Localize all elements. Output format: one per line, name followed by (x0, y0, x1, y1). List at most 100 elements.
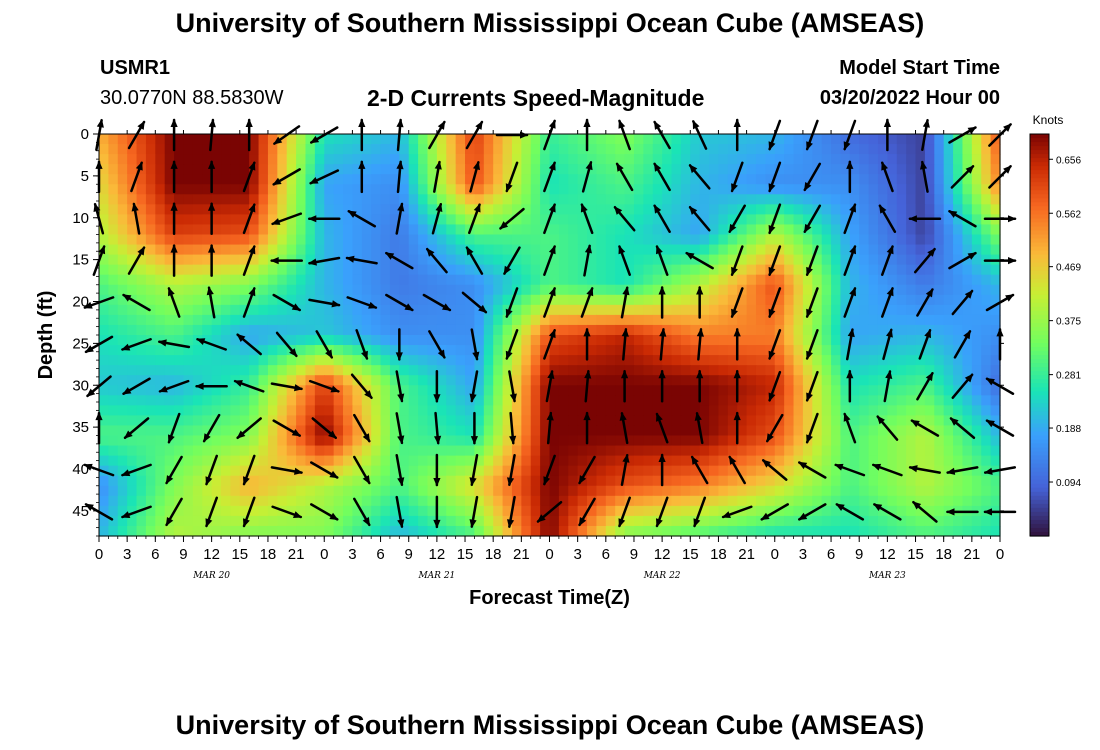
heatmap-cell (502, 274, 513, 286)
heatmap-cell (615, 395, 626, 406)
heatmap-cell (755, 395, 766, 406)
heatmap-cell (549, 475, 560, 487)
heatmap-cell (793, 144, 804, 155)
heatmap-cell (831, 475, 842, 487)
heatmap-cell (943, 194, 954, 205)
heatmap-cell (389, 425, 400, 437)
heatmap-cell (924, 335, 935, 346)
colorbar-swatch (1030, 351, 1049, 356)
heatmap-cell (755, 445, 766, 457)
heatmap-cell (436, 365, 447, 376)
heatmap-cell (493, 244, 504, 256)
heatmap-cell (249, 294, 260, 306)
heatmap-cell (483, 435, 494, 447)
heatmap-cell (840, 515, 851, 527)
heatmap-cell (117, 184, 128, 195)
heatmap-cell (465, 485, 476, 497)
heatmap-cell (155, 395, 166, 406)
heatmap-cell (389, 345, 400, 356)
heatmap-cell (587, 254, 598, 266)
heatmap-cell (662, 314, 673, 326)
heatmap-cell (877, 134, 888, 145)
heatmap-cell (943, 154, 954, 165)
heatmap-cell (877, 304, 888, 316)
heatmap-cell (596, 324, 607, 336)
heatmap-cell (249, 224, 260, 236)
colorbar-swatch (1030, 150, 1049, 155)
colorbar-swatch (1030, 519, 1049, 525)
heatmap-cell (709, 445, 720, 457)
heatmap-cell (305, 304, 316, 316)
heatmap-cell (615, 355, 626, 366)
heatmap-cell (202, 294, 213, 306)
heatmap-cell (371, 375, 382, 386)
colorbar-swatch (1030, 190, 1049, 195)
heatmap-cell (249, 134, 260, 145)
heatmap-cell (568, 134, 579, 145)
heatmap-cell (774, 314, 785, 326)
heatmap-cell (99, 455, 109, 467)
heatmap-cell (821, 284, 832, 296)
current-arrow (805, 287, 819, 318)
heatmap-cell (737, 314, 748, 326)
heatmap-cell (718, 465, 729, 477)
heatmap-cell (155, 345, 166, 356)
heatmap-cell (699, 304, 710, 316)
heatmap-cell (943, 164, 954, 175)
heatmap-cell (868, 224, 879, 236)
heatmap-cell (361, 525, 372, 537)
colorbar-swatch (1030, 507, 1049, 513)
heatmap-cell (455, 244, 466, 256)
heatmap-cell (831, 395, 842, 406)
heatmap-cell (587, 324, 598, 336)
heatmap-cell (371, 314, 382, 326)
colorbar-swatch (1030, 495, 1049, 501)
heatmap-cell (361, 375, 372, 386)
heatmap-cell (530, 365, 541, 376)
heatmap-cell (633, 234, 644, 246)
heatmap-cell (183, 244, 194, 256)
heatmap-cell (709, 515, 720, 527)
heatmap-cell (352, 214, 363, 226)
heatmap-cell (277, 194, 288, 205)
heatmap-cell (549, 274, 560, 286)
heatmap-cell (765, 234, 776, 246)
heatmap-cell (746, 234, 757, 246)
heatmap-cell (812, 184, 823, 195)
current-arrow (946, 508, 979, 516)
heatmap-cell (483, 335, 494, 346)
heatmap-cell (906, 164, 917, 175)
heatmap-cell (436, 254, 447, 266)
heatmap-cell (483, 495, 494, 507)
heatmap-cell (436, 174, 447, 185)
heatmap-cell (164, 314, 175, 326)
heatmap-cell (633, 254, 644, 266)
current-arrow (730, 245, 744, 277)
heatmap-cell (831, 234, 842, 246)
heatmap-cell (174, 184, 185, 195)
heatmap-cell (333, 445, 344, 457)
heatmap-cell (605, 525, 616, 537)
heatmap-cell (267, 485, 278, 497)
heatmap-cell (174, 515, 185, 527)
current-arrow (578, 455, 596, 485)
heatmap-cell (155, 495, 166, 507)
heatmap-cell (868, 304, 879, 316)
heatmap-cell (277, 485, 288, 497)
heatmap-cell (859, 134, 870, 145)
heatmap-cell (249, 304, 260, 316)
heatmap-cell (596, 455, 607, 467)
heatmap-cell (164, 264, 175, 276)
heatmap-cell (333, 144, 344, 155)
heatmap-cell (530, 375, 541, 386)
heatmap-cell (549, 365, 560, 376)
heatmap-cell (389, 395, 400, 406)
heatmap-cell (343, 445, 354, 457)
heatmap-cell (849, 254, 860, 266)
heatmap-cell (352, 274, 363, 286)
heatmap-cell (211, 134, 222, 145)
heatmap-cell (943, 455, 954, 467)
heatmap-cell (136, 455, 147, 467)
colorbar-swatch (1030, 266, 1049, 272)
current-arrow (618, 119, 631, 151)
